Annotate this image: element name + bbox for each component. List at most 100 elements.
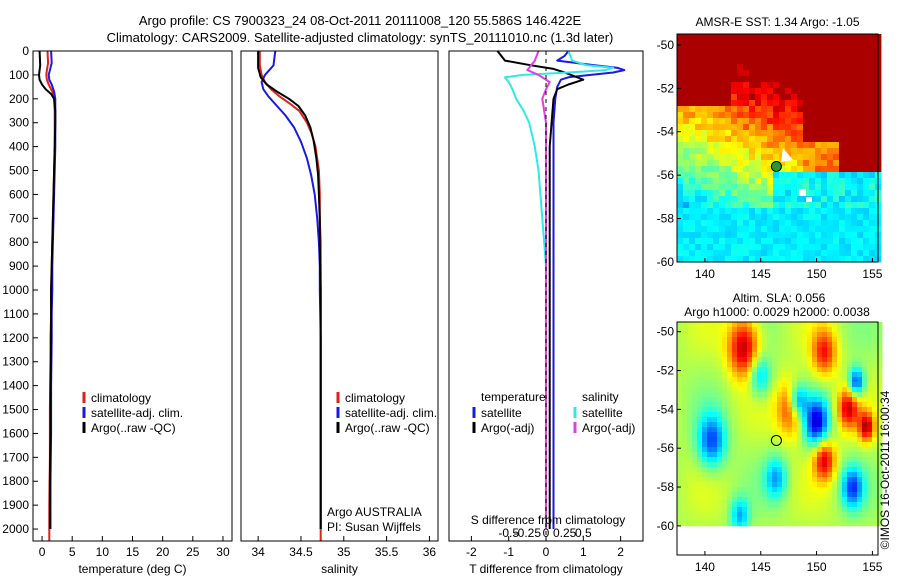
sst_map-cell bbox=[803, 184, 810, 191]
sla_map-cell bbox=[717, 502, 723, 508]
temperature-xtick-label: 30 bbox=[216, 545, 230, 559]
sst_map-cell bbox=[689, 208, 696, 215]
sst_map-cell bbox=[689, 82, 696, 89]
sst_map-cell bbox=[857, 256, 864, 263]
sla_map-cell bbox=[697, 387, 703, 393]
sla_map-cell bbox=[727, 397, 733, 403]
sst_map-cell bbox=[731, 136, 738, 143]
sst_map-cell bbox=[821, 214, 828, 221]
sla_map-cell bbox=[877, 452, 883, 458]
sla_map-cell bbox=[732, 467, 738, 473]
sla_map-cell bbox=[802, 352, 808, 358]
sla_map-ytick-label: -52 bbox=[657, 364, 675, 378]
sst_map-cell bbox=[761, 70, 768, 77]
sla_map-cell bbox=[822, 372, 828, 378]
sst_map-cell bbox=[803, 124, 810, 131]
sst_map-cell bbox=[677, 52, 684, 59]
sla_map-cell bbox=[737, 477, 743, 483]
sst_map-cell bbox=[677, 148, 684, 155]
sla_map-cell bbox=[807, 392, 813, 398]
sla_map-cell bbox=[747, 367, 753, 373]
sla_map-cell bbox=[727, 437, 733, 443]
sla_map-cell bbox=[822, 447, 828, 453]
sla_map-cell bbox=[757, 507, 763, 513]
sst_map-cell bbox=[713, 88, 720, 95]
sst_map-cell bbox=[869, 88, 876, 95]
sla_map-cell bbox=[732, 487, 738, 493]
sla_map-cell bbox=[807, 507, 813, 513]
sst_map-cell bbox=[695, 232, 702, 239]
sst_map-cell bbox=[719, 46, 726, 53]
sst_map-cell bbox=[767, 64, 774, 71]
sst_map-cell bbox=[839, 52, 846, 59]
sst_map-cell bbox=[683, 70, 690, 77]
sst_map-cell bbox=[839, 46, 846, 53]
sst_map-cell bbox=[791, 136, 798, 143]
sst_map-cell bbox=[731, 214, 738, 221]
sst_map-cell bbox=[689, 226, 696, 233]
sst_map-cell bbox=[791, 166, 798, 173]
sla_map-cell bbox=[722, 332, 728, 338]
sla_map-cell bbox=[862, 447, 868, 453]
sla_map-cell bbox=[717, 517, 723, 523]
sla_map-cell bbox=[787, 372, 793, 378]
sst_map-cell bbox=[749, 202, 756, 209]
sla_map-cell bbox=[792, 372, 798, 378]
sla_map-cell bbox=[722, 432, 728, 438]
sst_map-cell bbox=[761, 118, 768, 125]
sst_map-cell bbox=[803, 64, 810, 71]
sst_map-cell bbox=[731, 58, 738, 65]
difference-xtick-label: -1 bbox=[503, 545, 514, 559]
sla_map-cell bbox=[802, 322, 808, 328]
sst_map-cell bbox=[821, 160, 828, 167]
temperature-ytick-label: 1800 bbox=[2, 474, 29, 488]
sla_map-cell bbox=[757, 452, 763, 458]
sst_map-cell bbox=[785, 232, 792, 239]
sla_map-cell bbox=[857, 492, 863, 498]
sla_map-cell bbox=[872, 492, 878, 498]
sst_map-cell bbox=[845, 34, 852, 41]
sla_map-cell bbox=[737, 407, 743, 413]
sla_map-cell bbox=[707, 322, 713, 328]
sla_map-cell bbox=[732, 512, 738, 518]
sst_map-cell bbox=[803, 88, 810, 95]
sst_map-cell bbox=[791, 46, 798, 53]
sst_map-cell bbox=[695, 70, 702, 77]
sla_map-cell bbox=[857, 367, 863, 373]
sla_map-cell bbox=[852, 502, 858, 508]
sst_map-cell bbox=[677, 58, 684, 65]
sst_map-cell bbox=[743, 148, 750, 155]
sla_map-cell bbox=[762, 372, 768, 378]
sst_map-cell bbox=[725, 178, 732, 185]
sla_map-cell bbox=[857, 417, 863, 423]
sst_map-cell bbox=[773, 172, 780, 179]
sla_map-cell bbox=[842, 322, 848, 328]
salinity-legend-climatology-label: climatology bbox=[345, 391, 405, 405]
sst_map-cell bbox=[863, 226, 870, 233]
sla_map-cell bbox=[707, 477, 713, 483]
sla_map-cell bbox=[737, 492, 743, 498]
sla_map-cell bbox=[852, 387, 858, 393]
sla_map-cell bbox=[837, 397, 843, 403]
sst_map-cell bbox=[725, 220, 732, 227]
temperature-ytick-label: 1200 bbox=[2, 331, 29, 345]
sst_map-cell bbox=[677, 226, 684, 233]
sst_map-cell bbox=[833, 70, 840, 77]
sla_map-cell bbox=[807, 497, 813, 503]
sst_map-cell bbox=[701, 130, 708, 137]
sla_map-cell bbox=[877, 427, 883, 433]
sla_map-cell bbox=[832, 512, 838, 518]
sla_map-cell bbox=[687, 412, 693, 418]
sst_map-cell bbox=[779, 88, 786, 95]
sst_map-cell bbox=[677, 238, 684, 245]
sla_map-cell bbox=[862, 507, 868, 513]
sst_map-cell bbox=[683, 154, 690, 161]
sla_map-cell bbox=[712, 342, 718, 348]
sst_map-cell bbox=[773, 124, 780, 131]
sst_map-cell bbox=[737, 58, 744, 65]
sst_map-cell bbox=[713, 124, 720, 131]
sla_map-cell bbox=[837, 437, 843, 443]
sla_map-cell bbox=[757, 397, 763, 403]
sst_map-cell bbox=[803, 112, 810, 119]
sst_map-cell bbox=[725, 202, 732, 209]
